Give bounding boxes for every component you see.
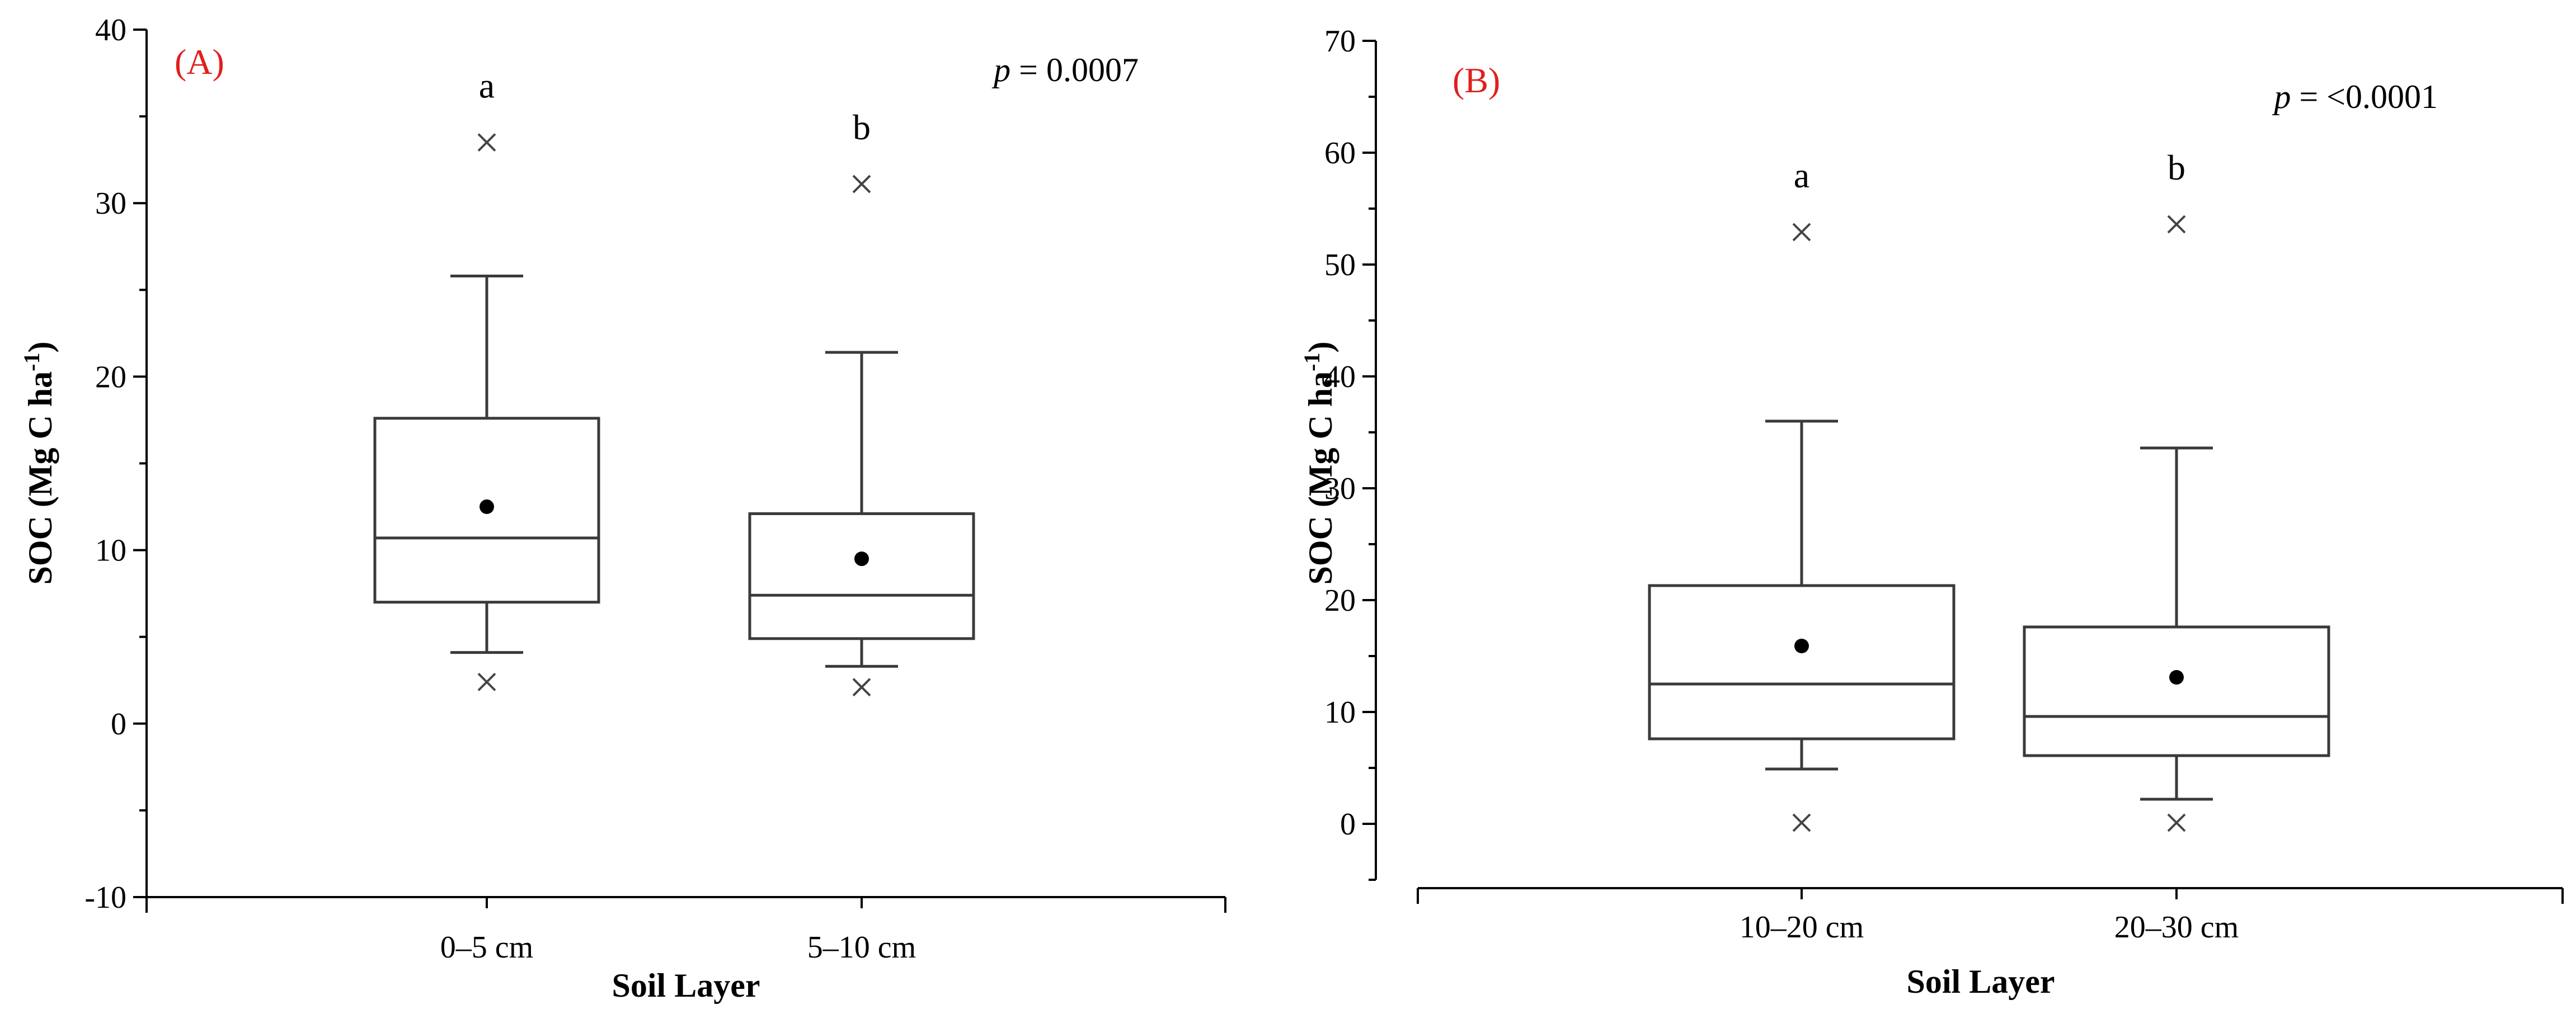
panel-b-x-axis-label: Soil Layer — [1907, 963, 2055, 1000]
panel-b-panel-label: (B) — [1452, 60, 1500, 100]
panel-b-y-axis-label: SOC (Mg C ha-1) — [1299, 342, 1339, 585]
panel-a-y-tick-label: -10 — [84, 880, 126, 915]
panel-b-outlier-marker — [1792, 813, 1811, 832]
panel-b-y-tick-label: 70 — [1324, 24, 1356, 59]
panel-a-outlier-stroke — [852, 174, 871, 194]
panel-a-box-iqr — [748, 512, 975, 640]
panel-b-significance-letter: b — [2168, 148, 2185, 187]
panel-b-box-1: a — [1648, 155, 1955, 832]
panel-a-y-tick-label: 30 — [95, 186, 126, 221]
panel-a-box-2: b — [748, 107, 975, 697]
panel-a-x-axis-label: Soil Layer — [612, 967, 760, 1004]
panel-b-box-iqr — [1648, 584, 1955, 741]
panel-a-significance-letter: a — [479, 66, 495, 106]
panel-a-mean-marker — [480, 499, 494, 515]
panel-a-significance-letter: b — [853, 107, 871, 147]
panel-b-y-tick-label: 50 — [1324, 248, 1356, 282]
panel-b-outlier-stroke — [1792, 223, 1811, 242]
panel-a-outlier-stroke — [477, 672, 496, 691]
panel-a-y-tick-label: 10 — [95, 534, 126, 568]
panel-b-mean-marker — [2169, 670, 2184, 685]
panel-a-y-tick-label: 0 — [111, 707, 126, 742]
panel-a-box-1: a — [373, 66, 600, 691]
panel-a-category-label: 0–5 cm — [440, 930, 533, 965]
panel-b-outlier-marker — [1792, 223, 1811, 242]
panel-b-p-value: p = <0.0001 — [2272, 78, 2438, 115]
panel-b-outlier-marker — [2167, 215, 2186, 234]
panel-b-y-tick-label: 10 — [1324, 695, 1356, 730]
panel-a-outlier-marker — [477, 672, 496, 691]
panel-a-mean-marker — [854, 551, 869, 567]
panel-a-outlier-marker — [852, 678, 871, 697]
panel-b-category-label: 20–30 cm — [2114, 910, 2239, 945]
panel-b-outlier-stroke — [1792, 813, 1811, 832]
panel-b-y-tick-label: 20 — [1324, 583, 1356, 618]
panel-a-y-axis-label: SOC (Mg C ha-1) — [19, 342, 59, 585]
panel-a-outlier-stroke — [477, 133, 496, 152]
panel-b-box-2: b — [2023, 148, 2330, 832]
panel-b: 0 10 20 30 40 50 60 70 a 10–20 cm b 20–30 cm (B) p = … — [1299, 24, 2564, 1000]
panel-b-outlier-stroke — [2167, 813, 2186, 832]
panel-b-mean-marker — [1794, 639, 1809, 653]
panel-b-significance-letter: a — [1794, 155, 1809, 195]
panel-a: -10 0 10 20 30 40 a 0–5 cm b 5–10 cm (A) p = 0.0007… — [19, 13, 1226, 1004]
panel-a-y-tick-label: 40 — [95, 13, 126, 48]
panel-b-outlier-stroke — [2167, 215, 2186, 234]
panel-a-category-label: 5–10 cm — [807, 930, 916, 965]
panel-b-y-tick-label: 60 — [1324, 136, 1356, 171]
panel-a-y-tick-label: 20 — [95, 360, 126, 394]
panel-a-outlier-stroke — [852, 678, 871, 697]
panel-b-category-label: 10–20 cm — [1740, 910, 1864, 945]
panel-b-outlier-marker — [2167, 813, 2186, 832]
panel-b-y-tick-label: 30 — [1324, 471, 1356, 506]
panel-b-y-tick-label: 40 — [1324, 360, 1356, 394]
panel-a-box-iqr — [373, 417, 600, 604]
panel-a-outlier-marker — [852, 174, 871, 194]
panel-b-y-tick-label: 0 — [1340, 807, 1356, 842]
panel-a-panel-label: (A) — [175, 42, 224, 82]
panel-a-p-value: p = 0.0007 — [991, 51, 1139, 88]
panel-a-outlier-marker — [477, 133, 496, 152]
panel-b-box-iqr — [2023, 625, 2330, 757]
